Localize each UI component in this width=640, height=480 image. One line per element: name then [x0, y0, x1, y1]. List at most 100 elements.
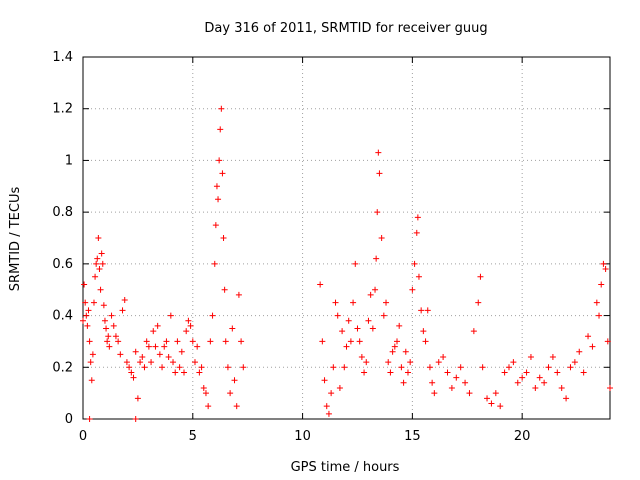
data-point: [549, 353, 556, 360]
y-tick-label: 1.2: [52, 102, 73, 117]
data-point: [580, 369, 587, 376]
data-point: [174, 338, 181, 345]
grid-lines: [83, 57, 610, 419]
data-point: [422, 338, 429, 345]
data-point: [358, 353, 365, 360]
data-point: [220, 235, 227, 241]
data-point: [444, 369, 451, 376]
y-tick-label: 0.2: [52, 360, 73, 375]
data-point: [80, 317, 86, 324]
data-point: [563, 395, 570, 402]
data-point: [341, 364, 348, 371]
data-point: [554, 369, 561, 376]
data-point: [156, 351, 163, 358]
y-tick-label: 0.4: [52, 309, 73, 324]
data-point: [94, 255, 101, 262]
data-point: [363, 359, 370, 366]
data-point: [185, 317, 192, 324]
data-point: [139, 353, 146, 360]
data-point: [409, 286, 416, 293]
data-point: [385, 359, 392, 366]
data-point: [191, 359, 198, 366]
data-point: [163, 338, 170, 345]
data-point: [475, 299, 482, 306]
data-point: [233, 403, 240, 410]
data-point: [400, 379, 407, 386]
data-point: [217, 126, 224, 133]
data-point: [119, 307, 126, 314]
data-point: [128, 369, 135, 376]
data-point: [373, 255, 380, 262]
data-points: [80, 105, 613, 422]
data-point: [323, 403, 330, 410]
data-point: [352, 260, 359, 267]
data-point: [339, 328, 346, 335]
x-tick-label: 15: [404, 429, 421, 444]
data-point: [484, 395, 491, 402]
data-point: [95, 235, 102, 241]
data-point: [90, 299, 97, 306]
data-point: [221, 286, 228, 293]
data-point: [387, 369, 394, 376]
data-point: [134, 395, 141, 402]
y-axis-label: SRMTID / TECUs: [8, 187, 23, 292]
data-point: [83, 312, 90, 319]
data-point: [117, 351, 124, 358]
x-tick-label: 0: [79, 429, 87, 444]
data-point: [378, 235, 385, 241]
data-point: [365, 317, 372, 324]
data-point: [150, 328, 157, 335]
data-point: [92, 273, 99, 280]
data-point: [350, 299, 357, 306]
data-point: [202, 390, 209, 397]
data-point: [238, 338, 245, 345]
data-point: [361, 369, 368, 376]
data-point: [330, 364, 337, 371]
data-point: [205, 403, 212, 410]
data-point: [585, 333, 592, 340]
data-point: [165, 353, 172, 360]
data-point: [99, 260, 106, 267]
data-point: [334, 312, 341, 319]
x-tick-label: 5: [189, 429, 197, 444]
data-point: [87, 359, 94, 366]
data-point: [84, 322, 91, 329]
y-tick-label: 0.8: [52, 205, 73, 220]
data-point: [110, 322, 117, 329]
data-point: [336, 384, 343, 391]
data-point: [418, 307, 425, 314]
data-point: [593, 299, 600, 306]
data-point: [420, 328, 427, 335]
data-point: [431, 390, 438, 397]
data-point: [600, 260, 607, 267]
data-point: [435, 359, 442, 366]
data-point: [212, 222, 219, 229]
data-point: [126, 364, 133, 371]
plot-frame: [82, 56, 611, 420]
data-point: [414, 214, 421, 221]
data-point: [374, 209, 381, 216]
data-point: [391, 343, 398, 350]
data-point: [231, 377, 238, 384]
data-point: [167, 312, 174, 319]
data-point: [389, 348, 396, 355]
data-point: [145, 343, 152, 350]
data-point: [576, 348, 583, 355]
data-point: [343, 343, 350, 350]
data-point: [380, 312, 387, 319]
data-point: [404, 369, 411, 376]
data-point: [152, 343, 159, 350]
data-point: [141, 364, 148, 371]
data-point: [181, 369, 188, 376]
data-point: [376, 170, 383, 177]
data-point: [196, 369, 203, 376]
data-point: [466, 390, 473, 397]
data-point: [497, 403, 504, 410]
x-tick-label: 20: [514, 429, 531, 444]
data-point: [213, 183, 220, 190]
data-point: [170, 359, 177, 366]
data-point: [598, 281, 605, 288]
y-tick-label: 0: [65, 412, 73, 427]
data-point: [123, 359, 130, 366]
y-tick-label: 0.6: [52, 257, 73, 272]
